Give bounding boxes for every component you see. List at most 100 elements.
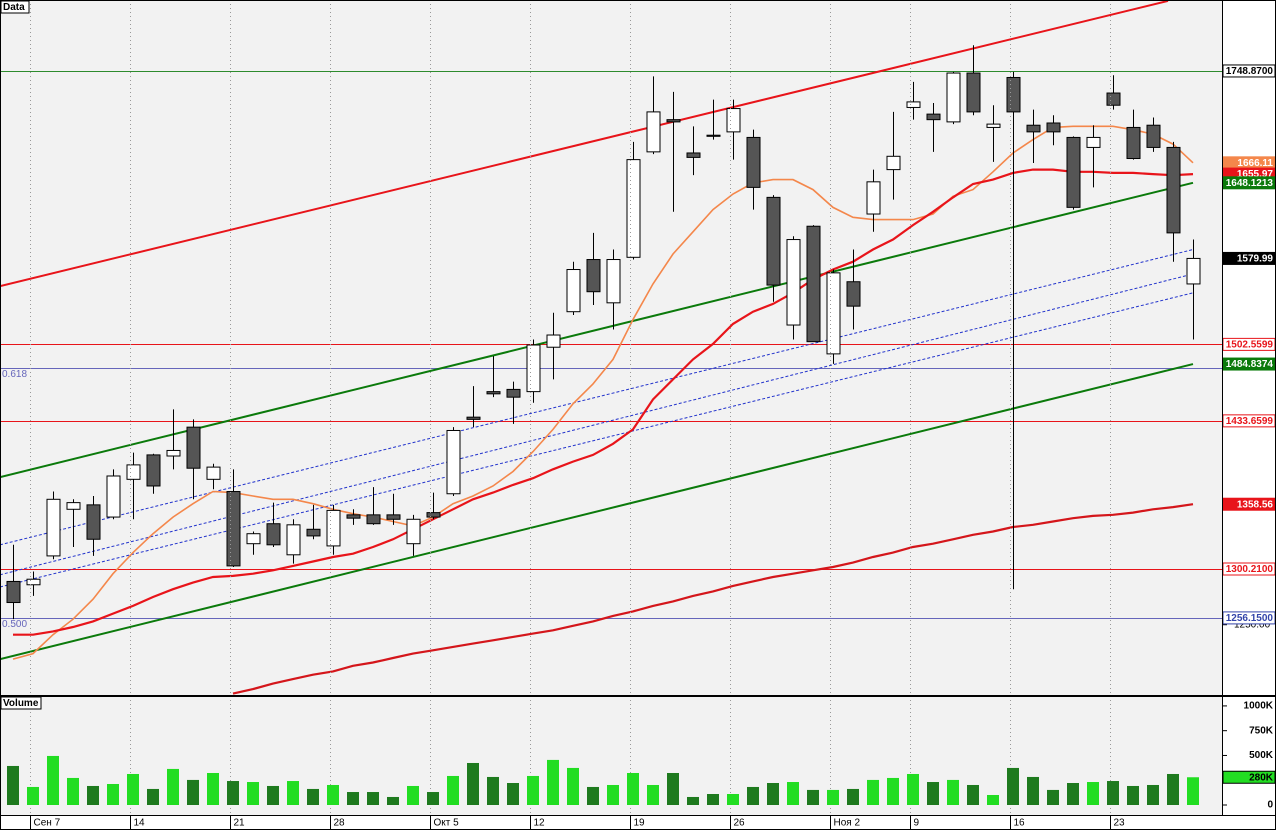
candle-body bbox=[226, 491, 241, 567]
candle-body bbox=[866, 181, 881, 215]
candle-body bbox=[1166, 146, 1181, 234]
x-tick-label: 9 bbox=[914, 818, 920, 829]
x-tick-label: Ноя 2 bbox=[834, 818, 861, 829]
price-tag-label: 1666.11 bbox=[1237, 158, 1273, 169]
volume-bar bbox=[667, 772, 679, 805]
title-box bbox=[0, 0, 30, 14]
x-tick-label: 19 bbox=[634, 818, 646, 829]
y-tick-label: 750K bbox=[1249, 725, 1274, 736]
volume-bar bbox=[527, 775, 539, 805]
panel-title: Volume bbox=[3, 698, 39, 709]
title-box bbox=[0, 696, 42, 710]
price-panel bbox=[0, 0, 1222, 696]
candle-body bbox=[686, 152, 701, 158]
volume-bar bbox=[387, 796, 399, 805]
candle-body bbox=[906, 101, 921, 108]
candle-body bbox=[1126, 126, 1141, 160]
y-tick-label: 1000K bbox=[1244, 701, 1274, 712]
candle-body bbox=[426, 512, 441, 518]
candle-body bbox=[166, 449, 181, 457]
volume-bar bbox=[707, 794, 719, 805]
candle-body bbox=[706, 134, 721, 137]
price-tag-label: 1484.8374 bbox=[1226, 359, 1274, 370]
candle-body bbox=[1106, 92, 1121, 106]
volume-tag-label: 280K bbox=[1249, 772, 1274, 783]
volume-bar bbox=[107, 783, 119, 805]
volume-bar bbox=[687, 796, 699, 805]
y-tick-label: 0 bbox=[1267, 800, 1273, 811]
volume-bar bbox=[287, 781, 299, 805]
volume-bar bbox=[207, 772, 219, 805]
volume-bar bbox=[1127, 785, 1139, 805]
volume-bar bbox=[587, 786, 599, 805]
volume-bar bbox=[407, 785, 419, 805]
price-tag-label: 1648.1213 bbox=[1226, 178, 1274, 189]
volume-bar bbox=[347, 792, 359, 805]
y-tick-label: 1250.00 bbox=[1234, 619, 1271, 630]
candle-body bbox=[566, 269, 581, 313]
volume-bar bbox=[887, 777, 899, 805]
volume-bar bbox=[627, 772, 639, 805]
volume-bar bbox=[1047, 789, 1059, 805]
price-tag-label: 1655.97 bbox=[1237, 169, 1274, 180]
volume-bar bbox=[1027, 776, 1039, 805]
candle-body bbox=[266, 523, 281, 546]
candle-body bbox=[6, 580, 21, 604]
volume-bar bbox=[947, 779, 959, 805]
volume-bar bbox=[967, 784, 979, 805]
volume-bar bbox=[47, 755, 59, 805]
volume-bar bbox=[507, 783, 519, 805]
fib-label: 0.500 bbox=[2, 619, 27, 630]
volume-bar bbox=[307, 788, 319, 805]
volume-bar bbox=[847, 788, 859, 805]
volume-bar bbox=[927, 782, 939, 805]
x-tick-label: 23 bbox=[1114, 818, 1126, 829]
y-tick-label: 500K bbox=[1249, 750, 1274, 761]
x-tick-label: Сен 7 bbox=[34, 818, 61, 829]
volume-bar bbox=[1087, 782, 1099, 805]
candle-body bbox=[66, 502, 81, 510]
volume-bar bbox=[147, 788, 159, 805]
candle-body bbox=[106, 475, 121, 518]
candle-body bbox=[326, 509, 341, 547]
candle-body bbox=[666, 119, 681, 123]
candle-body bbox=[466, 416, 481, 420]
volume-bar bbox=[1067, 783, 1079, 805]
price-tag-label: 1502.5599 bbox=[1226, 340, 1274, 351]
volume-bar bbox=[1007, 767, 1019, 805]
volume-bar bbox=[1187, 777, 1199, 805]
price-tag-label: 1748.8700 bbox=[1226, 66, 1274, 77]
x-tick-label: 14 bbox=[134, 818, 146, 829]
price-tag-label: 1433.6599 bbox=[1226, 416, 1274, 427]
candle-body bbox=[766, 196, 781, 286]
volume-bar bbox=[87, 785, 99, 805]
trendline bbox=[0, 273, 1194, 576]
volume-bar bbox=[647, 784, 659, 805]
candle-body bbox=[586, 259, 601, 293]
volume-bar bbox=[807, 789, 819, 805]
candle-body bbox=[726, 108, 741, 133]
price-plot: 0.618 0.500 bbox=[0, 0, 1222, 695]
candle-body bbox=[46, 498, 61, 557]
candle-body bbox=[946, 72, 961, 123]
volume-bar bbox=[187, 779, 199, 805]
candle-body bbox=[486, 391, 501, 395]
candle-body bbox=[886, 155, 901, 171]
panel-title: Data bbox=[3, 2, 25, 13]
x-tick-label: 12 bbox=[534, 818, 546, 829]
volume-bar bbox=[67, 777, 79, 805]
x-tick-label: Окт 5 bbox=[434, 818, 460, 829]
volume-bar bbox=[567, 767, 579, 805]
volume-bar bbox=[367, 792, 379, 805]
volume-bar bbox=[747, 786, 759, 805]
candle-body bbox=[1146, 124, 1161, 148]
candle-body bbox=[286, 524, 301, 556]
candle-body bbox=[606, 259, 621, 304]
candle-body bbox=[206, 466, 221, 480]
x-tick-label: 28 bbox=[334, 818, 346, 829]
x-tick-label: 16 bbox=[1014, 818, 1026, 829]
candle-body bbox=[1066, 136, 1081, 208]
candle-body bbox=[26, 578, 41, 586]
volume-bar bbox=[1147, 784, 1159, 805]
